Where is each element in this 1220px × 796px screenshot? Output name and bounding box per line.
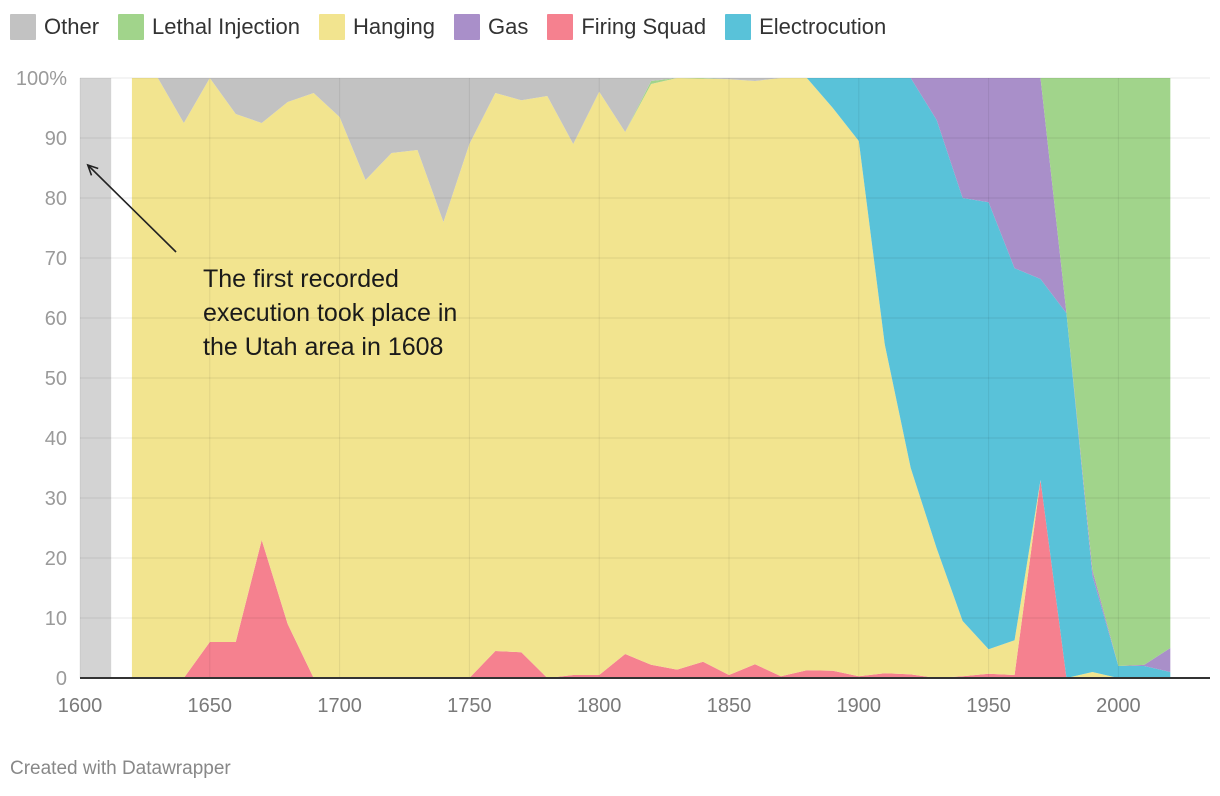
legend-swatch <box>319 14 346 40</box>
y-tick-label: 10 <box>45 608 67 630</box>
legend-label: Firing Squad <box>581 14 707 39</box>
area-electrocution <box>131 78 1171 678</box>
annotation-text-line: the Utah area in 1608 <box>203 333 443 361</box>
annotation-text-line: The first recorded <box>203 265 399 293</box>
legend-item: Hanging <box>319 14 435 40</box>
annotation-arrow-head <box>86 163 99 176</box>
y-tick-label: 90 <box>45 128 67 150</box>
chart-credit: Created with Datawrapper <box>10 758 231 779</box>
y-tick-label: 60 <box>45 308 67 330</box>
legend-label: Electrocution <box>759 14 887 39</box>
legend-item: Firing Squad <box>547 14 706 40</box>
y-tick-label: 70 <box>45 248 67 270</box>
x-tick-label: 1750 <box>447 695 492 717</box>
legend-item: Gas <box>453 14 529 40</box>
x-tick-label: 1650 <box>188 695 233 717</box>
x-tick-label: 2000 <box>1096 695 1141 717</box>
x-tick-label: 1700 <box>317 695 362 717</box>
y-tick-label: 80 <box>45 188 67 210</box>
y-tick-label: 50 <box>45 368 67 390</box>
legend-swatch <box>453 14 480 40</box>
legend-swatch <box>725 14 752 40</box>
legend-item: Lethal Injection <box>118 14 300 40</box>
annotation-text-line: execution took place in <box>203 299 457 327</box>
legend-item: Other <box>10 14 99 40</box>
legend-label: Other <box>44 14 100 39</box>
x-tick-label: 1950 <box>966 695 1011 717</box>
area-lethal-injection <box>131 78 1171 666</box>
legend-label: Hanging <box>353 14 435 39</box>
x-tick-label: 1600 <box>58 695 103 717</box>
area-other <box>131 78 1171 222</box>
x-tick-label: 1800 <box>577 695 622 717</box>
annotation-arrow-line <box>87 164 177 253</box>
legend-label: Lethal Injection <box>152 14 301 39</box>
legend-swatch <box>118 14 145 40</box>
y-tick-label: 0 <box>56 668 67 690</box>
x-tick-label: 1850 <box>707 695 752 717</box>
legend-item: Electrocution <box>725 14 886 40</box>
chart-legend: Other Lethal Injection Hanging Gas Firing Sq… <box>10 10 905 44</box>
x-tick-label: 1900 <box>837 695 882 717</box>
legend-swatch <box>10 14 36 40</box>
highlight-band <box>80 78 112 678</box>
legend-swatch <box>547 14 574 40</box>
y-tick-label: 40 <box>45 428 67 450</box>
legend-label: Gas <box>487 14 529 39</box>
y-tick-label: 20 <box>45 548 67 570</box>
area-firing-squad <box>131 480 1171 678</box>
y-tick-label: 30 <box>45 488 67 510</box>
area-hanging <box>131 78 1171 678</box>
y-tick-label: 100% <box>16 68 67 90</box>
